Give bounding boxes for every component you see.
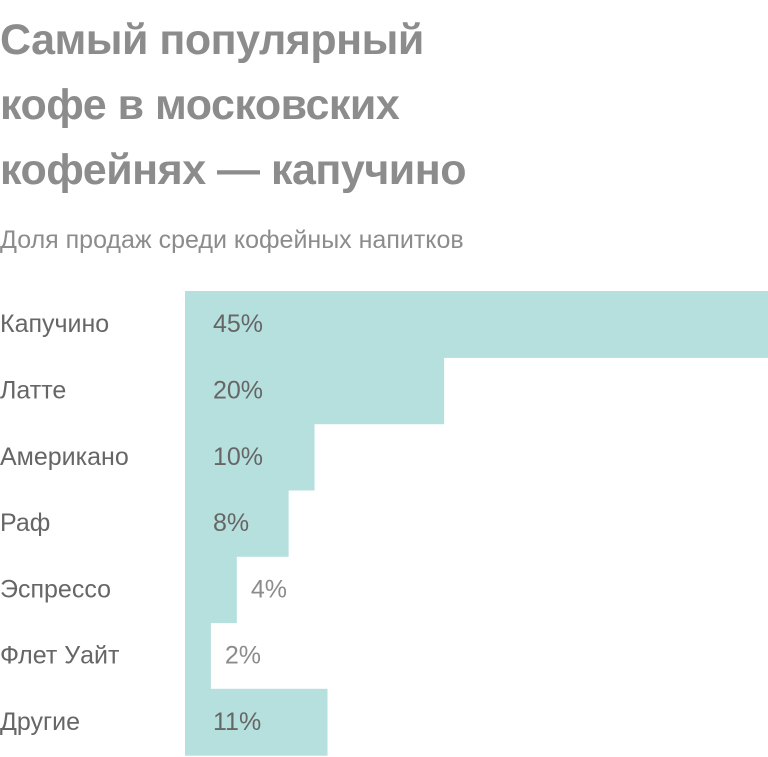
category-label-1: Капучино bbox=[0, 310, 109, 338]
bar-5 bbox=[185, 556, 237, 624]
value-label-2: 20% bbox=[213, 376, 263, 404]
chart-title-line-3: кофейнях — капучино bbox=[0, 146, 466, 194]
category-label-2: Латте bbox=[0, 376, 66, 404]
value-label-4: 8% bbox=[213, 509, 249, 537]
bar-2 bbox=[185, 357, 445, 425]
category-label-3: Американо bbox=[0, 443, 129, 471]
value-label-5: 4% bbox=[251, 575, 287, 603]
category-label-7: Другие bbox=[0, 708, 80, 736]
bar-1 bbox=[185, 291, 768, 358]
chart-title-line-1: Самый популярный bbox=[0, 16, 424, 64]
value-label-3: 10% bbox=[213, 443, 263, 471]
bar-7 bbox=[185, 688, 328, 756]
category-label-4: Раф bbox=[0, 509, 50, 537]
value-label-1: 45% bbox=[213, 310, 263, 338]
value-label-6: 2% bbox=[225, 642, 261, 670]
value-label-7: 11% bbox=[213, 708, 261, 736]
chart-subtitle: Доля продаж среди кофейных напитков bbox=[0, 226, 464, 254]
category-label-5: Эспрессо bbox=[0, 575, 111, 603]
chart-title-line-2: кофе в московских bbox=[0, 81, 400, 129]
bar-6 bbox=[185, 622, 211, 690]
bar-3 bbox=[185, 423, 315, 491]
category-label-6: Флет Уайт bbox=[0, 642, 120, 670]
bar-4 bbox=[185, 489, 289, 557]
chart-title: Самый популярный кофе в московских кофей… bbox=[0, 8, 760, 203]
